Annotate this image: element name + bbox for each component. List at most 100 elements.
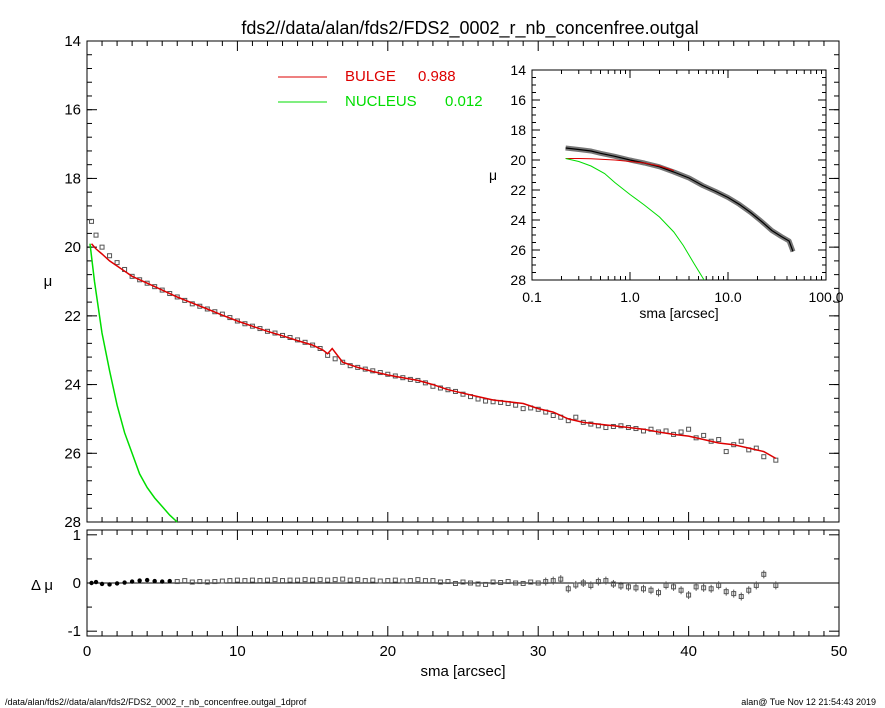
residual-point: [520, 580, 526, 586]
residual-point: [242, 578, 248, 584]
residual-point: [498, 580, 504, 586]
residual-point: [325, 577, 331, 583]
legend-bulge-value: 0.988: [418, 68, 456, 85]
residual-point: [392, 577, 398, 583]
residual-point: [182, 578, 188, 584]
residual-point: [513, 580, 519, 586]
residual-point: [144, 577, 150, 583]
x-tick-label: 30: [530, 643, 547, 660]
data-point: [129, 273, 135, 279]
residual-point: [437, 579, 443, 585]
residual-point: [249, 577, 255, 583]
inset-x-tick-label: 1.0: [620, 289, 640, 305]
residual-y-tick-label: 1: [73, 527, 81, 544]
inset-ticks: 14 16 18 20 22 24 26 280.1 1.0 10.0 100.0: [510, 62, 843, 305]
residual-point: [625, 584, 631, 590]
residual-point: [753, 582, 759, 588]
inset-bulge-curve: [565, 158, 674, 171]
residual-point: [773, 582, 779, 588]
residual-point: [618, 583, 624, 589]
main-y-tick-label: 18: [64, 170, 81, 187]
data-point: [513, 402, 519, 408]
data-point: [167, 291, 173, 297]
residual-point: [340, 576, 346, 582]
inset-y-tick-label: 22: [510, 182, 526, 198]
data-point: [686, 426, 692, 432]
residual-point: [93, 579, 99, 585]
main-y-tick-label: 24: [64, 377, 81, 394]
x-tick-label: 50: [831, 643, 848, 660]
residual-point: [362, 578, 368, 584]
x-tick-label: 20: [379, 643, 396, 660]
residual-point: [535, 580, 541, 586]
data-point: [174, 294, 180, 300]
data-point: [99, 244, 105, 250]
residual-point: [610, 581, 616, 587]
inset-y-tick-label: 24: [510, 212, 526, 228]
data-point: [738, 438, 744, 444]
residual-point: [204, 579, 210, 585]
residual-point: [332, 577, 338, 583]
residual-point: [407, 578, 413, 584]
residual-point: [588, 582, 594, 588]
residual-point: [114, 581, 120, 586]
residual-point: [400, 578, 406, 584]
inset-x-tick-label: 100.0: [808, 289, 843, 305]
residual-point: [708, 586, 714, 592]
residual-point: [550, 578, 556, 584]
residual-point: [543, 579, 549, 585]
inset-data-curve: [565, 147, 794, 252]
data-point: [723, 449, 729, 455]
legend-nucleus-label: NUCLEUS: [345, 93, 417, 110]
main-ticks: 14 16 18 20 22 24 26 28: [64, 33, 839, 531]
main-y-tick-label: 28: [64, 514, 81, 531]
main-y-label: μ: [44, 273, 53, 290]
footer-left: /data/alan/fds2//data/alan/fds2/FDS2_000…: [5, 697, 307, 707]
inset-y-label: μ: [489, 167, 497, 183]
residual-point: [89, 580, 94, 586]
residual-panel: 10-10 10 20 30 40 50 Δ μ sma [arcsec]: [31, 527, 847, 680]
residual-point: [640, 586, 646, 592]
data-point: [550, 412, 556, 418]
nucleus-curve: [89, 243, 178, 523]
residual-point: [483, 581, 489, 587]
inset-x-tick-label: 0.1: [522, 289, 542, 305]
data-point: [107, 253, 113, 259]
legend-bulge-label: BULGE: [345, 68, 396, 85]
main-x-label: sma [arcsec]: [420, 663, 505, 680]
residual-point: [295, 577, 301, 583]
residual-point: [430, 578, 436, 584]
residual-point: [160, 579, 165, 584]
residual-point: [528, 579, 534, 585]
residual-y-label: Δ μ: [31, 577, 53, 594]
residual-point: [174, 579, 180, 585]
residual-point: [302, 577, 308, 583]
inset-y-tick-label: 28: [510, 272, 526, 288]
residual-point: [422, 578, 428, 584]
residual-point: [475, 581, 481, 587]
inset-x-label: sma [arcsec]: [639, 305, 718, 321]
residual-point: [189, 579, 195, 585]
residual-point: [227, 578, 233, 584]
data-point: [114, 260, 120, 266]
data-point: [137, 277, 143, 283]
residual-point: [99, 581, 105, 587]
inset-y-tick-label: 20: [510, 152, 526, 168]
legend-nucleus-value: 0.012: [445, 93, 483, 110]
residual-point: [107, 582, 112, 587]
residual-point: [648, 587, 654, 593]
data-point: [773, 457, 779, 463]
residual-point: [671, 584, 677, 590]
legend: BULGE 0.988 NUCLEUS 0.012: [278, 68, 483, 110]
residual-point: [505, 579, 511, 585]
inset-series: [565, 145, 796, 280]
residual-point: [603, 578, 609, 584]
main-y-tick-label: 20: [64, 239, 81, 256]
residual-point: [573, 582, 579, 588]
main-y-tick-label: 16: [64, 102, 81, 119]
residual-point: [693, 584, 699, 590]
residual-point: [280, 578, 286, 584]
data-point: [144, 280, 150, 286]
residual-point: [355, 577, 361, 583]
